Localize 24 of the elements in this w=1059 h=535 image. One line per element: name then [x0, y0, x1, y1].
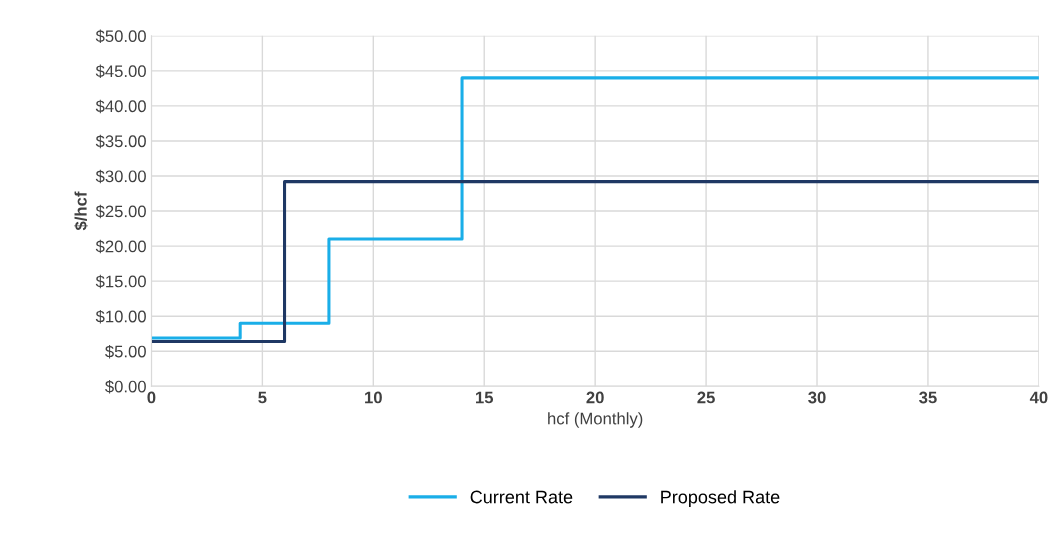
x-axis-title: hcf (Monthly)	[548, 412, 643, 428]
x-tick-label: 40	[1029, 391, 1048, 404]
y-tick-label: $25.00	[95, 204, 146, 219]
x-tick-label: 5	[258, 391, 267, 404]
y-tick-label: $50.00	[95, 29, 146, 44]
legend-label: Proposed Rate	[661, 490, 780, 507]
y-tick-label: $10.00	[95, 309, 146, 324]
y-tick-label: $40.00	[95, 99, 146, 114]
x-tick-label: 20	[586, 391, 604, 404]
y-tick-label: $0.00	[105, 379, 146, 394]
x-tick-label: 15	[476, 391, 494, 404]
x-tick-label: 30	[808, 391, 826, 404]
y-tick-label: $5.00	[105, 344, 146, 359]
legend-label: Current Rate	[470, 490, 573, 504]
y-tick-label: $35.00	[95, 134, 146, 149]
x-tick-label: 0	[147, 391, 156, 404]
x-tick-label: 10	[365, 391, 382, 404]
x-tick-label: 25	[697, 391, 715, 404]
x-tick-label: 35	[919, 391, 937, 404]
y-axis-title: $/hcf	[74, 191, 88, 231]
y-tick-label: $45.00	[95, 64, 146, 79]
y-tick-label: $15.00	[95, 274, 146, 289]
y-tick-label: $20.00	[95, 239, 146, 254]
y-tick-label: $30.00	[95, 169, 146, 184]
